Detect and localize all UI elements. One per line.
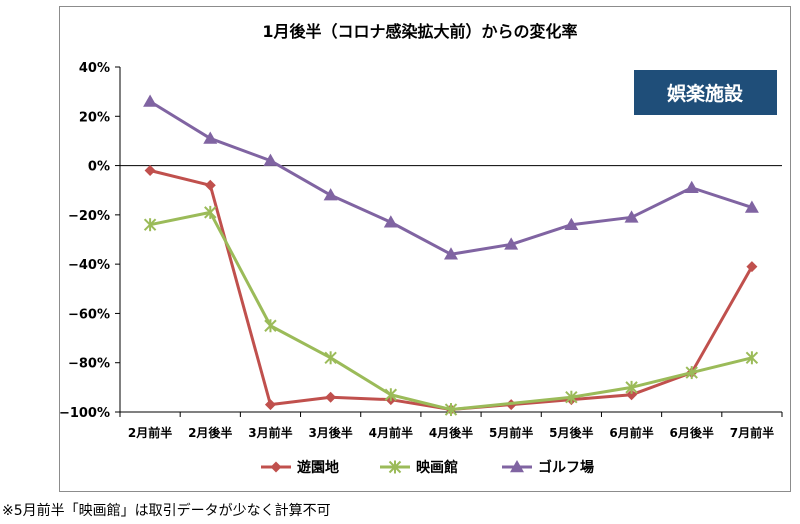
series-2-point — [143, 218, 157, 232]
x-tick-label: 2月前半 — [128, 425, 172, 440]
legend-marker-1 — [270, 461, 282, 473]
series-3-point — [323, 188, 338, 201]
series-2-point — [324, 351, 337, 365]
series-3-point — [744, 200, 759, 213]
series-1-point — [746, 261, 758, 273]
y-tick-label: −20% — [68, 209, 110, 224]
series-3-point — [263, 153, 278, 166]
series-1-point — [144, 165, 156, 176]
legend-label-1: 遊園地 — [297, 459, 339, 476]
y-tick-label: −60% — [68, 307, 110, 322]
category-tag-label: 娯楽施設 — [667, 82, 744, 105]
footnote: ※5月前半「映画館」は取引データが少なく計算不可 — [2, 503, 331, 519]
series-3-point — [504, 237, 519, 250]
legend-label-2: 映画館 — [416, 459, 458, 476]
series-2-point — [204, 205, 217, 219]
series-3-point — [564, 217, 579, 230]
chart-title: 1月後半（コロナ感染拡大前）からの変化率 — [262, 22, 577, 41]
y-tick-label: −40% — [68, 258, 110, 273]
y-tick-label: 20% — [79, 110, 110, 125]
series-3-point — [624, 210, 639, 223]
x-tick-label: 4月前半 — [369, 425, 413, 440]
y-tick-label: −100% — [59, 406, 110, 421]
series-1-point — [626, 389, 638, 401]
series-line-2 — [149, 210, 753, 412]
series-1-point — [325, 391, 337, 403]
y-tick-label: 40% — [79, 61, 110, 76]
series-3-point — [684, 180, 699, 193]
series-3-point — [143, 94, 158, 107]
series-2-point — [264, 319, 277, 333]
legend-marker-2 — [388, 460, 402, 474]
category-tag-box — [634, 70, 777, 115]
y-tick-label: −80% — [68, 357, 110, 372]
series-3-point — [203, 131, 218, 144]
x-tick-label: 2月後半 — [188, 425, 232, 440]
series-1-point — [264, 399, 276, 411]
series-1-point — [204, 179, 216, 191]
x-tick-label: 4月後半 — [429, 425, 473, 440]
series-2-point — [565, 390, 578, 404]
x-tick-label: 3月前半 — [248, 425, 292, 440]
series-2-point — [625, 380, 638, 394]
x-tick-label: 7月前半 — [730, 425, 774, 440]
legend-label-3: ゴルフ場 — [538, 459, 594, 476]
x-tick-label: 3月後半 — [308, 425, 352, 440]
series-line-1 — [149, 169, 754, 412]
legend-marker-3 — [510, 460, 524, 473]
series-3-point — [444, 247, 458, 260]
series-2-point — [745, 351, 759, 365]
x-tick-label: 5月前半 — [489, 425, 533, 440]
series-2-point — [685, 366, 698, 380]
series-2-point — [444, 403, 458, 417]
chart-svg: 1月後半（コロナ感染拡大前）からの変化率 40% 20% 0% −20% −40% −60%… — [59, 22, 783, 476]
series-line-3 — [149, 100, 753, 256]
y-tick-label: 0% — [88, 160, 110, 175]
series-3-point — [383, 215, 398, 228]
x-tick-label: 6月前半 — [609, 425, 653, 440]
series-2-point — [384, 388, 398, 402]
x-tick-label: 5月後半 — [549, 425, 593, 440]
x-tick-label: 6月後半 — [670, 425, 714, 440]
